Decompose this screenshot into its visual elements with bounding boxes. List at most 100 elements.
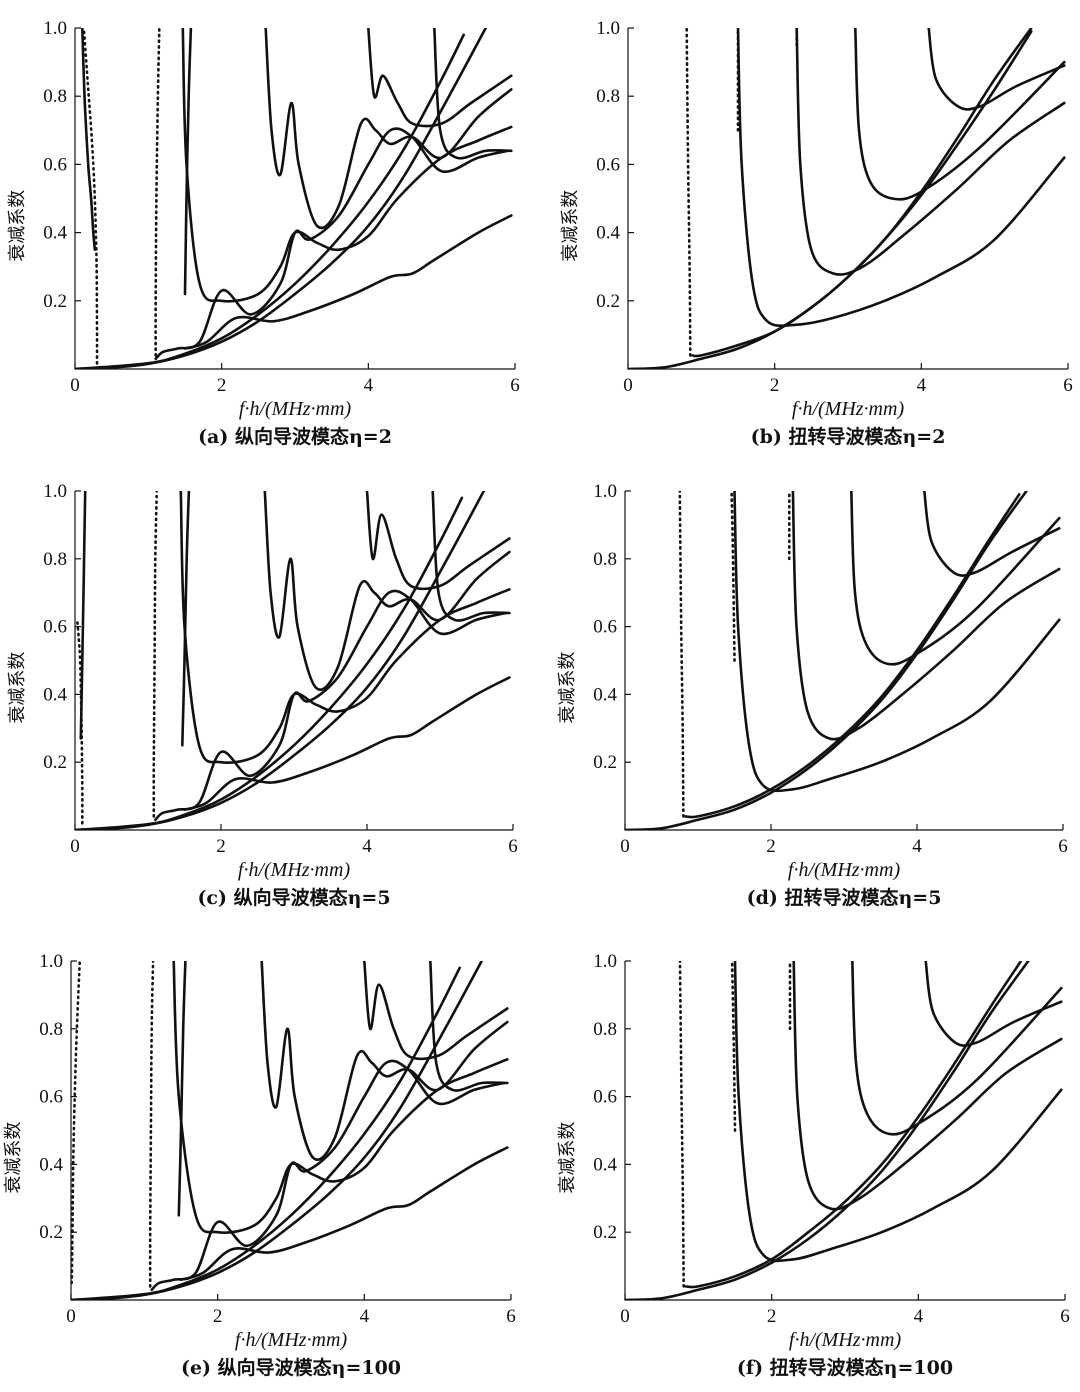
y-tick-label: 1.0 <box>43 481 67 502</box>
series-branch-1 <box>71 961 82 1285</box>
series-dotted-1 <box>685 28 692 357</box>
series-mode-4 <box>148 961 155 1288</box>
y-tick-label: 0.4 <box>593 1154 617 1175</box>
series-mode-4 <box>152 491 159 818</box>
series-mode-9 <box>429 961 509 1092</box>
panel-a: 0 2 4 6 0.2 0.4 0.6 0.8 1.0 衰减系数 f·h/(MHz·mm) (a) 纵… <box>7 18 520 448</box>
x-tick-label: 0 <box>70 836 80 857</box>
panel-caption: (c) 纵向导波模态η=5 <box>197 886 390 909</box>
y-tick-label: 0.6 <box>593 617 617 638</box>
curves <box>71 961 509 1300</box>
y-tick-label: 0.6 <box>43 617 67 638</box>
y-tick-label: 0.8 <box>39 1019 63 1040</box>
y-tick-label: 0.4 <box>43 684 67 705</box>
panel-c: 0 2 4 6 0.2 0.4 0.6 0.8 1.0 衰减系数 f·h/(MHz·mm) (c) 纵… <box>7 481 518 909</box>
y-axis-label: 衰减系数 <box>3 1122 24 1194</box>
series-dotted-1 <box>678 491 685 818</box>
y-tick-label: 0.8 <box>593 1019 617 1040</box>
y-axis-label: 衰减系数 <box>7 652 28 724</box>
series-mode-3 <box>154 127 509 361</box>
y-tick-label: 0.4 <box>39 1154 63 1175</box>
series-mode-5 <box>179 1146 509 1281</box>
y-tick-label: 0.4 <box>593 684 617 705</box>
series-mode-8 <box>365 491 511 591</box>
series-mode-4 <box>851 961 1063 1136</box>
x-tick-label: 6 <box>506 1306 516 1327</box>
x-tick-label: 0 <box>623 375 633 396</box>
x-axis-label: f·h/(MHz·mm) <box>238 859 351 881</box>
series-mode-2 <box>733 961 1063 1263</box>
y-tick-label: 0.2 <box>596 291 620 312</box>
curves <box>75 28 513 369</box>
panel-caption: (e) 纵向导波模态η=100 <box>181 1356 401 1379</box>
series-mode-5 <box>923 491 1061 577</box>
series-mode-2 <box>733 491 1061 793</box>
series-branch-2 <box>79 491 87 740</box>
y-tick-label: 0.2 <box>593 752 617 773</box>
x-tick-label: 0 <box>620 836 630 857</box>
panel-f: 0 2 4 6 0.2 0.4 0.6 0.8 1.0 衰减系数 f·h/(MHz·mm) (f) 扭… <box>557 951 1070 1379</box>
series-base-1 <box>75 28 487 369</box>
series-mode-2 <box>183 28 193 296</box>
x-tick-label: 6 <box>508 836 518 857</box>
series-mode-1 <box>684 493 1021 819</box>
series-mode-2 <box>181 491 191 747</box>
series-mode-1 <box>684 961 1023 1289</box>
y-axis-label: 衰减系数 <box>557 1122 578 1194</box>
panel-caption: (f) 扭转导波模态η=100 <box>737 1356 953 1379</box>
y-tick-label: 0.2 <box>43 752 67 773</box>
curves <box>625 491 1061 830</box>
series-mode-6 <box>181 28 513 303</box>
y-tick-label: 0.8 <box>596 86 620 107</box>
curves <box>628 28 1066 369</box>
y-tick-label: 1.0 <box>43 18 67 39</box>
series-dotted-2 <box>730 961 737 1132</box>
x-axis-label: f·h/(MHz·mm) <box>239 398 352 420</box>
x-axis-label: f·h/(MHz·mm) <box>235 1329 348 1351</box>
x-tick-label: 6 <box>1063 375 1073 396</box>
series-mode-6 <box>172 961 509 1234</box>
x-tick-label: 0 <box>620 1306 630 1327</box>
panel-b: 0 2 4 6 0.2 0.4 0.6 0.8 1.0 衰减系数 f·h/(MHz·mm) (b) 扭… <box>560 18 1073 448</box>
y-axis-label: 衰减系数 <box>557 652 578 724</box>
y-tick-label: 1.0 <box>596 18 620 39</box>
x-tick-label: 4 <box>914 1306 924 1327</box>
axis-lines <box>74 28 515 370</box>
y-tick-label: 0.6 <box>596 154 620 175</box>
axis-lines <box>624 961 1065 1301</box>
series-base-1 <box>71 961 483 1300</box>
x-tick-label: 2 <box>217 375 227 396</box>
y-tick-label: 0.6 <box>593 1087 617 1108</box>
series-branch-2 <box>81 28 97 251</box>
y-tick-label: 0.6 <box>43 154 67 175</box>
series-dotted-2 <box>730 491 736 662</box>
series-mode-3 <box>791 491 1061 741</box>
series-mode-7 <box>263 491 511 691</box>
x-axis-label: f·h/(MHz·mm) <box>792 398 905 420</box>
x-axis-label: f·h/(MHz·mm) <box>789 1329 902 1351</box>
x-tick-label: 4 <box>917 375 927 396</box>
series-mode-7 <box>260 961 509 1161</box>
x-tick-label: 4 <box>362 836 372 857</box>
y-tick-label: 0.4 <box>596 223 620 244</box>
x-tick-label: 2 <box>216 836 226 857</box>
curves <box>75 491 511 830</box>
y-axis-label: 衰减系数 <box>7 190 28 262</box>
x-tick-label: 2 <box>770 375 780 396</box>
x-tick-label: 2 <box>766 836 776 857</box>
y-tick-label: 0.2 <box>39 1222 63 1243</box>
y-axis-label: 衰减系数 <box>560 190 581 262</box>
panel-caption: (d) 扭转导波模态η=5 <box>747 886 942 909</box>
axis-lines <box>74 491 513 831</box>
x-tick-label: 0 <box>70 375 80 396</box>
series-base-1 <box>75 491 486 830</box>
y-tick-label: 0.6 <box>39 1087 63 1108</box>
series-dotted-1 <box>678 961 685 1288</box>
series-mode-8 <box>363 961 509 1061</box>
series-mode-2 <box>736 28 1066 328</box>
panel-d: 0 2 4 6 0.2 0.4 0.6 0.8 1.0 衰减系数 f·h/(MHz·mm) (d) 扭… <box>557 481 1068 909</box>
y-tick-label: 0.8 <box>43 549 67 570</box>
series-mode-3 <box>792 961 1063 1211</box>
series-branch-1 <box>82 28 99 369</box>
